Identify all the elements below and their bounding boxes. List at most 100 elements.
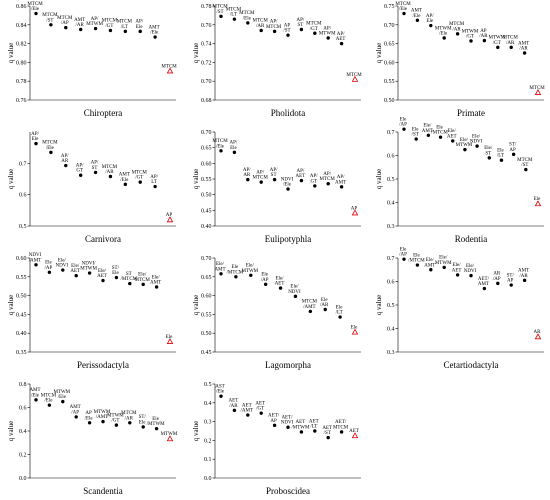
data-point: Ele/AP [45, 261, 53, 274]
point-label: Ele [400, 247, 407, 252]
point-label: /Ele [150, 31, 159, 36]
dot-marker [259, 411, 263, 415]
point-label: /ST [283, 29, 290, 34]
data-point: Ele/AET [70, 264, 80, 278]
y-tick-label: 0.5 [387, 177, 395, 183]
point-label: AP [85, 411, 92, 416]
dot-marker [232, 17, 237, 21]
y-tick-label: 0.4 [387, 201, 395, 207]
point-label: /AR [229, 404, 238, 409]
point-label: /GT [111, 419, 119, 424]
data-point: MTWM/GT [462, 29, 479, 43]
point-label: MTWM [107, 413, 124, 418]
y-axis-label: q value [192, 43, 200, 63]
y-tick-label: 0.45 [201, 208, 212, 214]
point-label: ST [92, 166, 98, 171]
y-axis-label: q value [192, 169, 200, 189]
y-tick-label: 0.50 [384, 98, 395, 104]
y-tick-label: 0.3 [387, 224, 395, 230]
data-point: AP/Ele [426, 14, 434, 28]
point-label: ST/ [112, 266, 120, 271]
point-label: /Ele [44, 399, 53, 404]
data-point: AMT/AR [518, 41, 529, 55]
dot-marker [34, 11, 38, 16]
y-tick-label: 0.75 [384, 4, 395, 10]
point-label: /Ele [120, 178, 129, 183]
point-label: /AP [399, 123, 407, 128]
highlight-point: Ele [534, 197, 542, 207]
dot-marker [463, 147, 467, 152]
dot-marker [138, 29, 142, 34]
point-label: /AMT [241, 409, 254, 414]
point-label: /AR [519, 47, 528, 52]
point-label: Ele [152, 417, 159, 422]
point-label: MTCM [306, 22, 322, 27]
dot-marker [323, 307, 327, 312]
dot-marker [339, 185, 344, 189]
highlight-point: AP [166, 213, 174, 223]
y-tick-label: 0.70 [384, 23, 395, 29]
dot-marker [219, 149, 223, 153]
point-label: AMT [29, 388, 40, 393]
data-point: Ele/AMT [214, 262, 226, 276]
y-tick-label: 0.5 [387, 303, 395, 309]
highlight-point: AP [351, 206, 359, 216]
data-point: AP/MTWM [319, 26, 336, 40]
point-label: /AR [256, 24, 265, 29]
point-label: Ele [351, 326, 358, 331]
dot-marker [326, 36, 330, 40]
data-point: MTCM/GT [132, 170, 147, 184]
data-point: AP/ST [297, 18, 305, 32]
data-point: MTCM/Ele [239, 11, 255, 25]
dot-marker [499, 158, 504, 162]
point-label: AP/ [323, 26, 331, 31]
point-label: /AR [506, 41, 515, 46]
dot-marker [469, 39, 473, 43]
point-label: /LT [310, 425, 317, 430]
data-point: AMT/AR [74, 18, 85, 32]
dot-marker [511, 152, 516, 157]
dot-marker [49, 23, 53, 27]
data-point: MTWM/AMT [94, 410, 111, 424]
point-label: MTWM [80, 267, 97, 272]
dot-marker [272, 29, 277, 34]
panel-title: Lagomorpha [265, 360, 311, 370]
dot-marker [101, 278, 105, 283]
y-tick-label: 0.40 [16, 331, 27, 337]
dot-marker [429, 23, 433, 28]
point-label: MTCM [395, 2, 411, 7]
point-label: AMT [150, 280, 161, 285]
dot-marker [47, 270, 52, 274]
y-axis-label: q value [192, 295, 200, 315]
data-point: AP/Ele [230, 141, 238, 155]
dot-marker [313, 31, 317, 35]
point-label: /Ele [46, 146, 55, 151]
y-tick-label: 0.86 [16, 4, 27, 10]
data-point: AET/LT [309, 419, 319, 433]
data-point: AP/GT [310, 174, 318, 188]
data-point: AET/AMT [478, 277, 490, 291]
data-point: AP/LT [150, 175, 159, 189]
data-point: Ele/AP [261, 273, 269, 287]
point-label: MTWM [94, 410, 111, 415]
panel-title: Chiroptera [84, 108, 123, 118]
point-label: AR [61, 159, 69, 164]
point-label: AP/ [297, 18, 305, 23]
dot-marker [415, 263, 420, 267]
y-tick-label: 0.40 [201, 224, 212, 230]
point-label: AET [275, 282, 285, 287]
data-point: AET/AP [268, 414, 280, 428]
dot-marker [246, 21, 250, 25]
point-label: AP/ [243, 168, 251, 173]
data-point: MTCM/ST [212, 5, 228, 19]
dot-marker [293, 294, 298, 299]
point-label: MTCM [42, 13, 58, 18]
point-label: /AR [519, 274, 528, 279]
point-label: /Ele [216, 390, 225, 395]
panel-title: Carnivora [85, 234, 121, 244]
point-label: MTCM [333, 425, 349, 430]
y-tick-label: 0.84 [16, 23, 27, 29]
dot-marker [469, 273, 473, 278]
panel-title: Eulipotyphla [265, 234, 312, 244]
point-label: AP [509, 148, 516, 153]
